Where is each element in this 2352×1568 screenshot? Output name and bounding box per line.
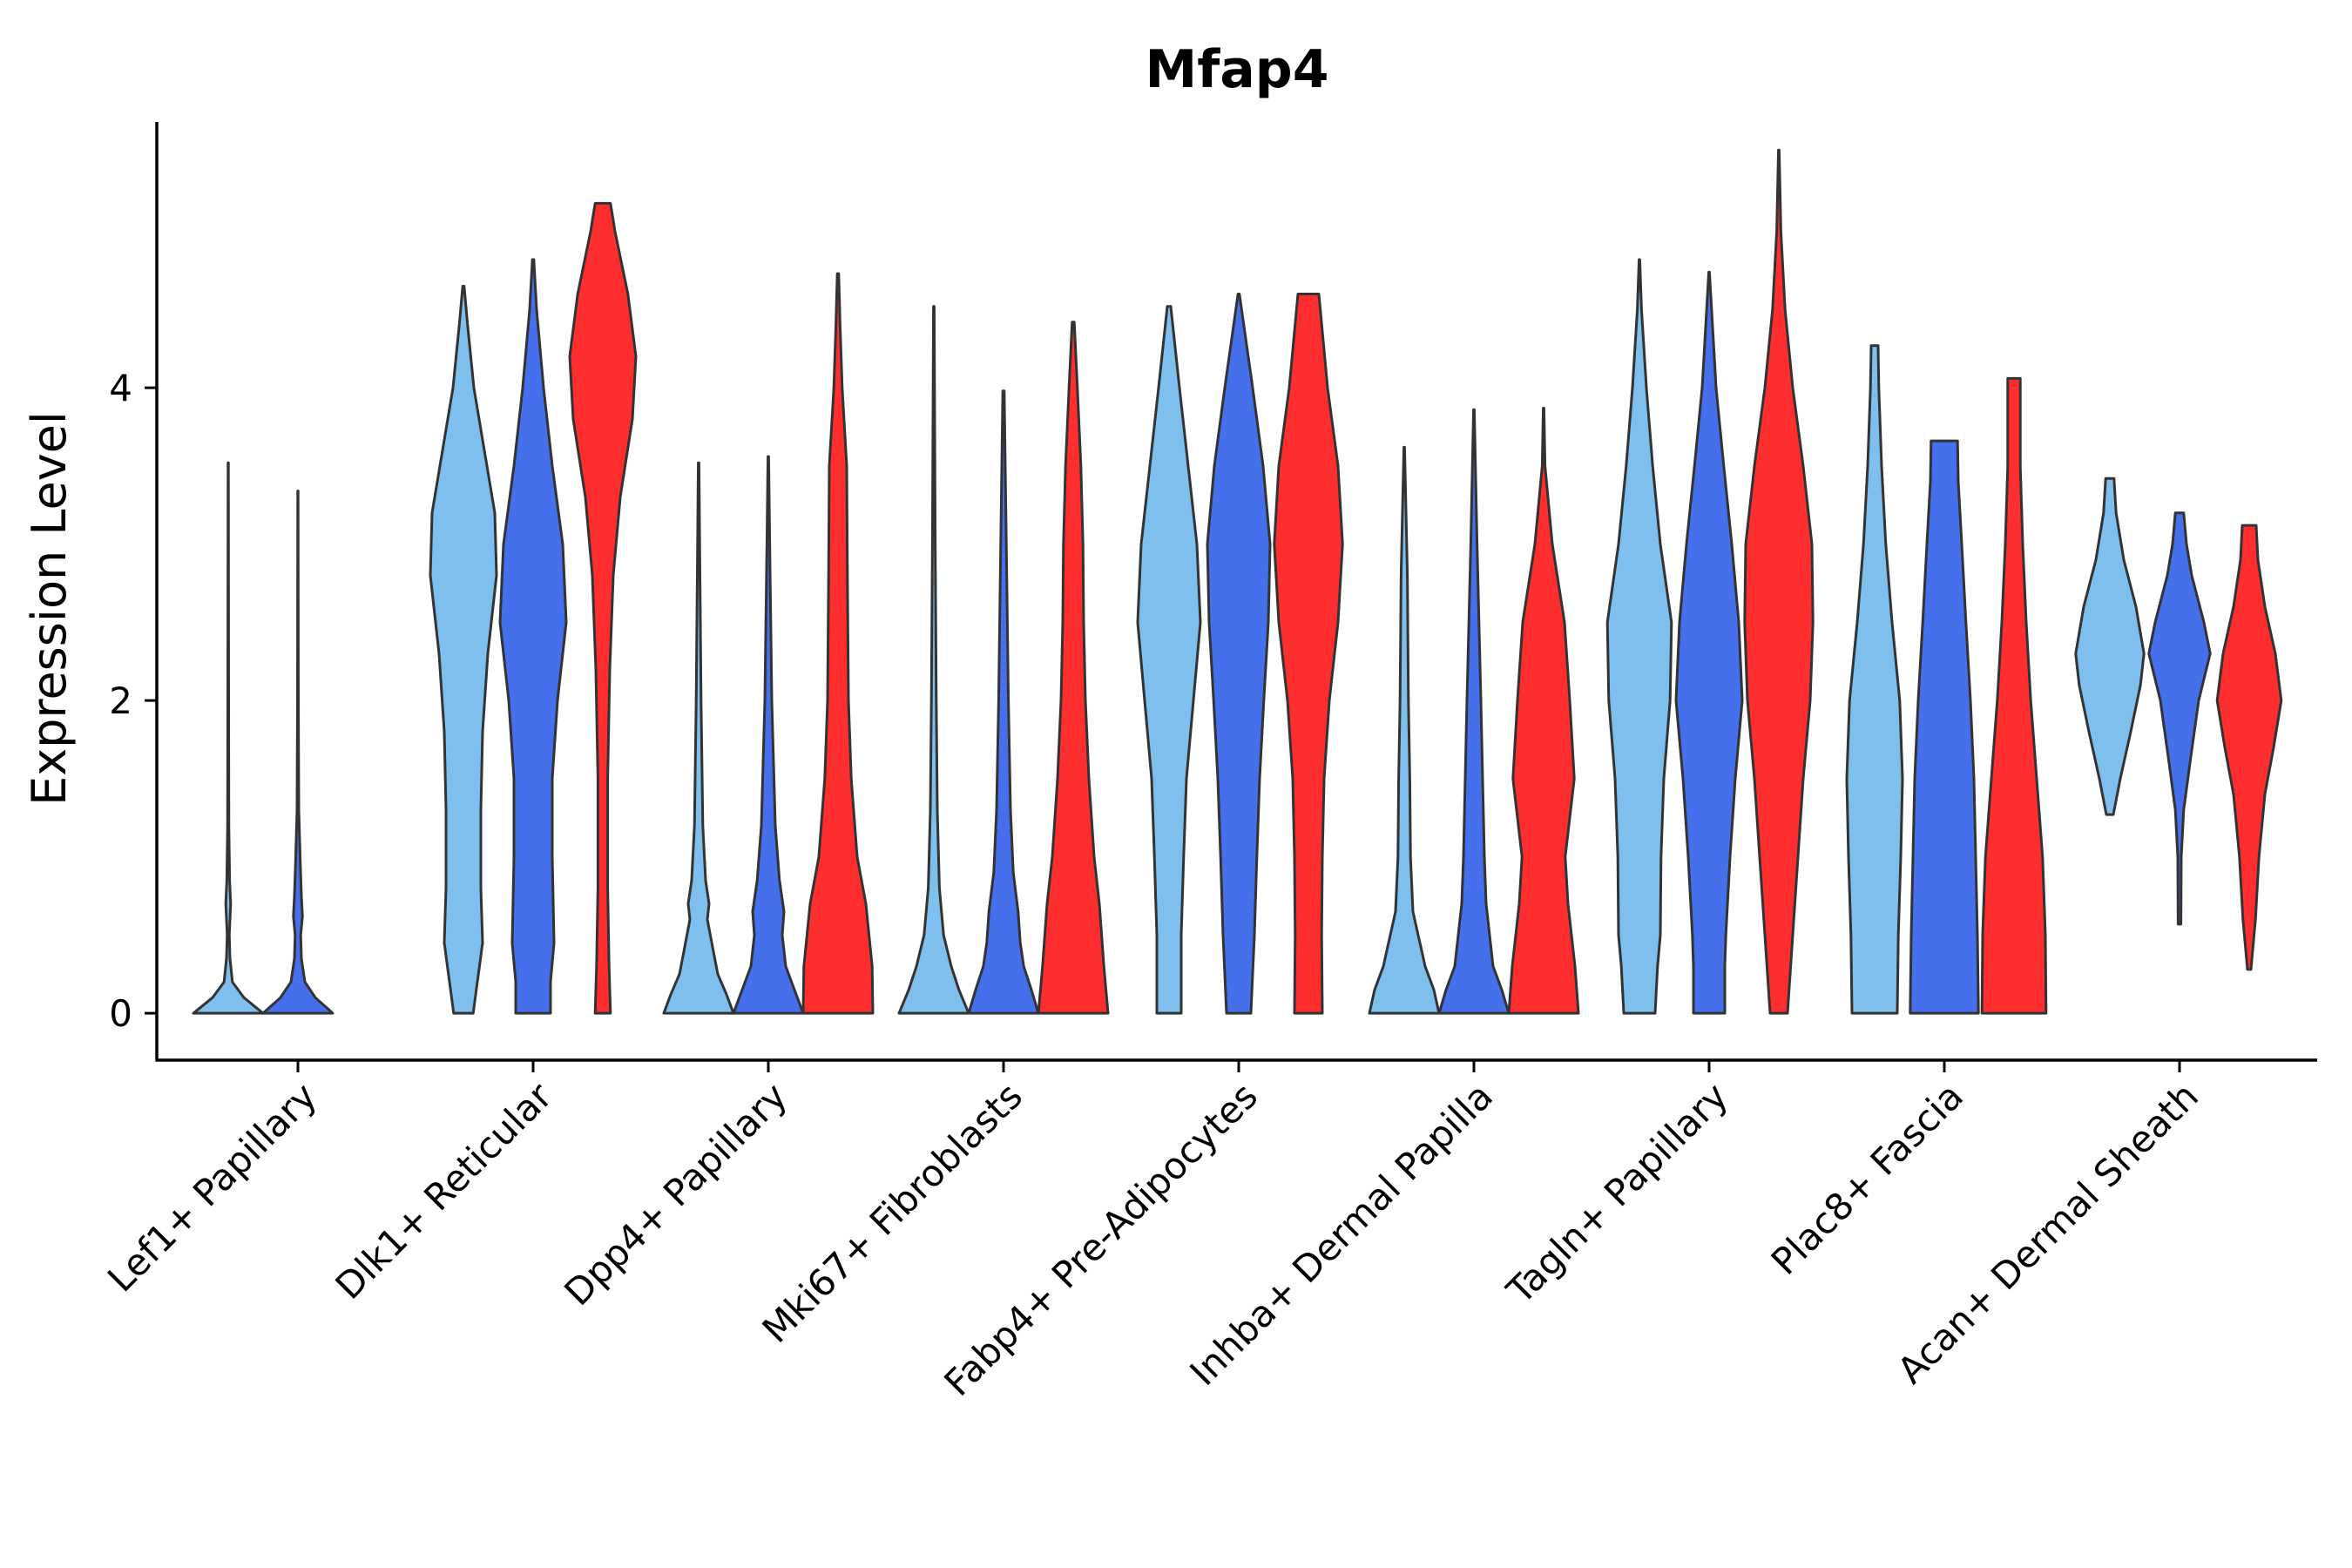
violin-group-2-cat-2 <box>732 455 805 1015</box>
violin-group-1-cat-8 <box>2074 476 2146 816</box>
violin-group-2-cat-6 <box>1674 270 1744 1015</box>
chart-title: Mfap4 <box>1146 39 1329 100</box>
violin-group-3-cat-5 <box>1507 406 1580 1015</box>
x-tick-label: Lef1+ Papillary <box>99 1074 325 1300</box>
violin-group-3-cat-3 <box>1037 321 1110 1015</box>
violin-group-1-cat-3 <box>897 305 970 1015</box>
violin-group-3-cat-1 <box>568 201 638 1015</box>
x-tick-label: Dpp4+ Papillary <box>556 1074 795 1314</box>
violin-group-2-cat-7 <box>1909 439 1980 1015</box>
violin-group-3-cat-6 <box>1743 148 1815 1015</box>
violin-group-2-cat-3 <box>967 389 1040 1015</box>
x-tick-label: Plac8+ Fascia <box>1763 1074 1971 1282</box>
violin-group-1-cat-5 <box>1368 445 1441 1015</box>
y-ticks: 0 2 4 <box>109 367 157 1035</box>
violin-group-3-cat-8 <box>2215 524 2283 971</box>
violins <box>192 148 2283 1015</box>
violin-group-2-cat-0 <box>261 490 335 1015</box>
violin-group-2-cat-8 <box>2147 511 2212 926</box>
violin-group-3-cat-2 <box>801 272 875 1015</box>
violin-group-2-cat-1 <box>498 258 568 1015</box>
x-tick-label: Tagln+ Papillary <box>1498 1074 1736 1312</box>
violin-group-1-cat-7 <box>1845 344 1904 1015</box>
violin-group-2-cat-5 <box>1437 408 1511 1015</box>
violin-group-3-cat-7 <box>1980 376 2048 1015</box>
x-tick-label: Mki67+ Fibroblasts <box>754 1074 1031 1350</box>
y-tick-label: 4 <box>109 367 132 409</box>
y-tick-label: 2 <box>109 679 132 722</box>
y-axis-label: Expression Level <box>22 411 77 806</box>
violin-group-1-cat-0 <box>192 461 265 1015</box>
violin-group-3-cat-4 <box>1273 292 1344 1015</box>
violin-group-2-cat-4 <box>1206 292 1272 1015</box>
y-tick-label: 0 <box>109 992 132 1035</box>
violin-group-1-cat-4 <box>1136 305 1202 1015</box>
x-tick-label: Dlk1+ Reticular <box>328 1074 561 1308</box>
violin-group-1-cat-1 <box>429 284 498 1015</box>
violin-group-1-cat-2 <box>662 461 735 1015</box>
violin-group-1-cat-6 <box>1605 258 1673 1015</box>
